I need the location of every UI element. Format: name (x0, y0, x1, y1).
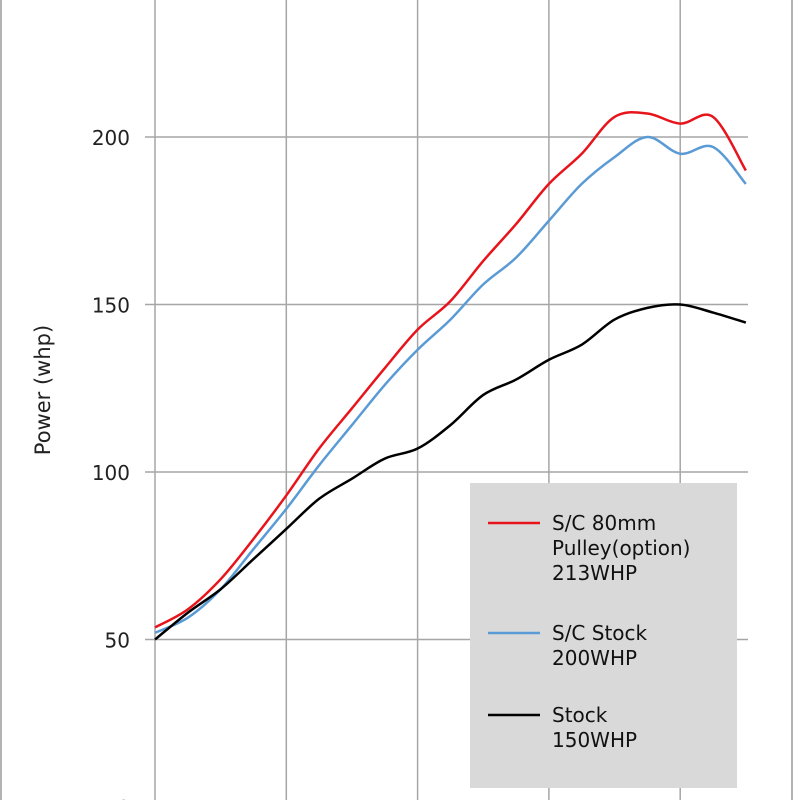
series-line-2 (154, 303, 747, 641)
legend-label: 150WHP (552, 728, 637, 752)
y-tick-label: 100 (92, 461, 130, 485)
legend-label: 200WHP (552, 646, 637, 670)
series-line-1 (154, 135, 747, 634)
legend-box (470, 483, 737, 788)
y-ticks: 0 50 100 150 200 (92, 126, 130, 800)
legend-label: Stock (552, 703, 608, 727)
y-tick-label: 200 (92, 126, 130, 150)
y-tick-label: 0 (117, 796, 130, 800)
legend-label: S/C 80mm (552, 511, 656, 535)
y-tick-label: 50 (105, 629, 130, 653)
series-line-0 (154, 111, 747, 629)
legend-label: 213WHP (552, 561, 637, 585)
y-tick-label: 150 (92, 294, 130, 318)
y-axis-label: Power (whp) (31, 325, 55, 455)
legend-label: Pulley(option) (552, 536, 691, 560)
legend-label: S/C Stock (552, 621, 648, 645)
series-lines (154, 111, 747, 641)
